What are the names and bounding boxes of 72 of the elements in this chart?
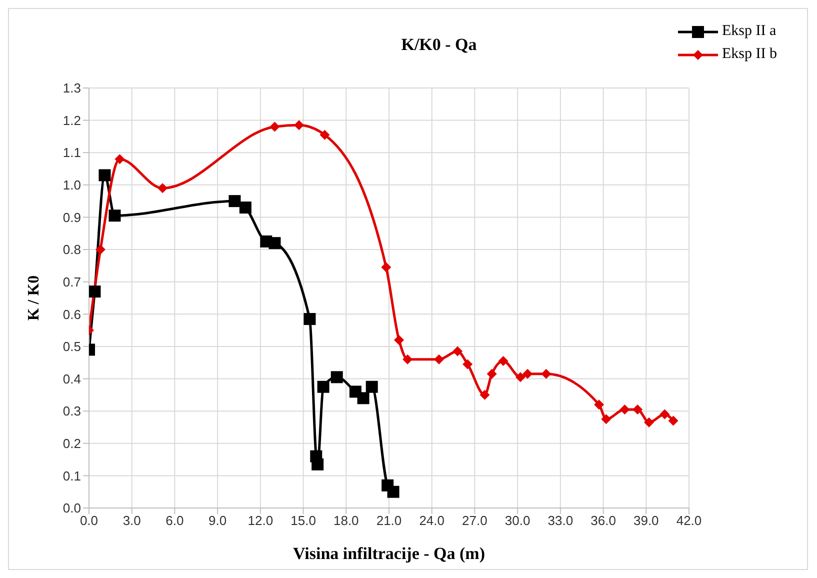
y-tick-label: 0.5 <box>62 339 81 354</box>
point <box>108 210 121 222</box>
point <box>644 417 654 428</box>
x-tick-label: 24.0 <box>419 513 445 528</box>
point <box>317 380 330 393</box>
point <box>320 130 330 140</box>
point <box>594 400 604 410</box>
point <box>668 416 678 426</box>
x-tick-label: 39.0 <box>633 513 659 528</box>
point <box>312 458 324 470</box>
point <box>357 392 370 404</box>
y-tick-label: 1.1 <box>62 145 81 160</box>
x-tick-label: 15.0 <box>290 513 316 528</box>
point <box>541 368 552 379</box>
x-axis-title: Visina infiltracije - Qa (m) <box>293 544 485 563</box>
point <box>402 354 413 364</box>
y-tick-label: 0.7 <box>62 274 81 290</box>
y-tick-label: 0.8 <box>62 242 81 258</box>
point <box>89 286 101 298</box>
y-tick-label: 0.4 <box>62 371 81 386</box>
point <box>304 313 316 325</box>
point <box>381 262 392 272</box>
y-tick-label: 1.3 <box>62 80 81 96</box>
y-tick-label: 0.0 <box>62 500 81 516</box>
point <box>114 154 125 164</box>
point <box>158 183 168 194</box>
point <box>294 120 304 130</box>
x-tick-label: 12.0 <box>248 513 274 528</box>
x-tick-label: 3.0 <box>122 513 141 528</box>
point <box>394 335 404 345</box>
point <box>515 372 526 382</box>
point <box>366 380 378 393</box>
x-tick-label: 33.0 <box>548 513 574 528</box>
point <box>480 390 490 400</box>
point <box>330 371 343 384</box>
point <box>228 195 241 208</box>
point <box>239 202 252 214</box>
y-tick-label: 0.9 <box>62 210 81 225</box>
x-tick-label: 42.0 <box>676 513 702 528</box>
point <box>486 368 497 379</box>
point <box>601 414 612 424</box>
point <box>387 486 400 498</box>
y-tick-label: 0.2 <box>62 436 81 451</box>
point <box>660 409 670 420</box>
point <box>268 237 281 250</box>
y-tick-label: 0.6 <box>62 306 81 322</box>
y-axis-title: K / K0 <box>26 275 43 321</box>
x-tick-label: 30.0 <box>504 513 530 528</box>
y-tick-label: 1.0 <box>62 178 81 193</box>
point <box>270 122 280 132</box>
point <box>522 368 533 379</box>
legend-label: Eksp II a <box>722 23 776 40</box>
y-tick-label: 0.3 <box>62 404 81 419</box>
point <box>462 359 473 370</box>
y-tick-label: 0.1 <box>62 468 81 484</box>
point <box>434 354 444 364</box>
legend-label: Eksp II b <box>722 46 777 63</box>
point <box>452 346 463 356</box>
x-tick-label: 9.0 <box>208 513 227 528</box>
x-tick-label: 36.0 <box>590 513 616 528</box>
x-tick-label: 21.0 <box>376 513 402 528</box>
point <box>632 404 643 414</box>
y-tick-label: 1.2 <box>62 112 81 128</box>
x-tick-label: 27.0 <box>462 513 488 528</box>
point <box>98 169 111 182</box>
point <box>498 356 508 366</box>
point <box>95 244 106 255</box>
chart-title: K/K0 - Qa <box>401 35 477 54</box>
x-tick-label: 0.0 <box>80 513 98 528</box>
x-tick-label: 6.0 <box>166 513 184 528</box>
point <box>620 404 630 414</box>
x-tick-label: 18.0 <box>333 513 359 528</box>
